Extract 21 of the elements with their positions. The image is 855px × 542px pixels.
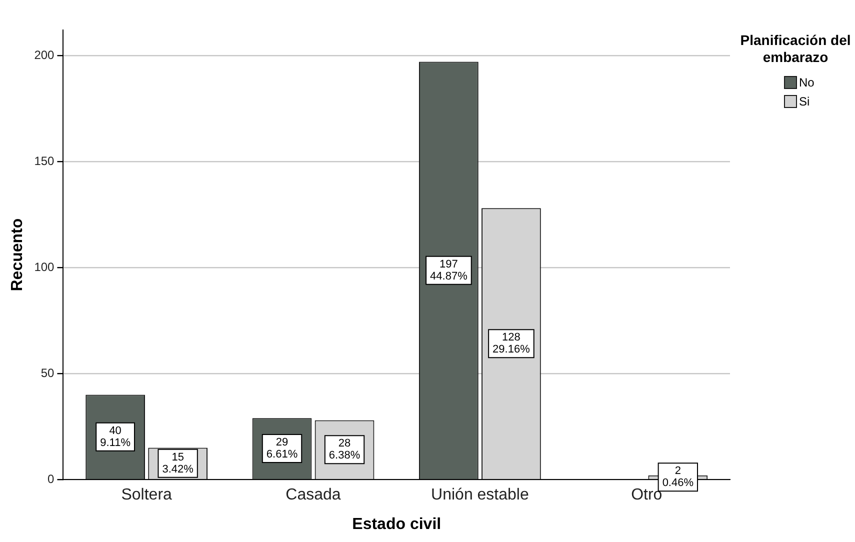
data-label: 197 44.87% <box>430 258 468 282</box>
y-tick-label: 50 <box>40 366 55 380</box>
y-tick-label: 200 <box>34 48 55 62</box>
data-label: 128 29.16% <box>492 332 530 356</box>
x-tick-label: Soltera <box>121 486 172 504</box>
x-axis-title: Estado civil <box>352 516 442 533</box>
x-tick-label: Unión estable <box>431 486 529 504</box>
x-tick-label: Otro <box>631 486 662 504</box>
y-tick-label: 100 <box>34 260 55 274</box>
legend-label: No <box>799 75 815 90</box>
y-tick-label: 150 <box>34 154 55 168</box>
data-label: 2 0.46% <box>662 465 694 490</box>
legend-label: Si <box>799 94 810 108</box>
data-label: 28 6.38% <box>328 438 360 462</box>
data-label: 29 6.61% <box>266 436 298 461</box>
x-tick-label: Casada <box>286 486 341 504</box>
legend-title: Planificación del embarazo <box>740 32 851 65</box>
data-label: 15 3.42% <box>162 451 194 476</box>
data-label: 40 9.11% <box>100 424 131 449</box>
y-axis-title: Recuento <box>9 218 26 292</box>
y-tick-label: 0 <box>48 472 55 486</box>
